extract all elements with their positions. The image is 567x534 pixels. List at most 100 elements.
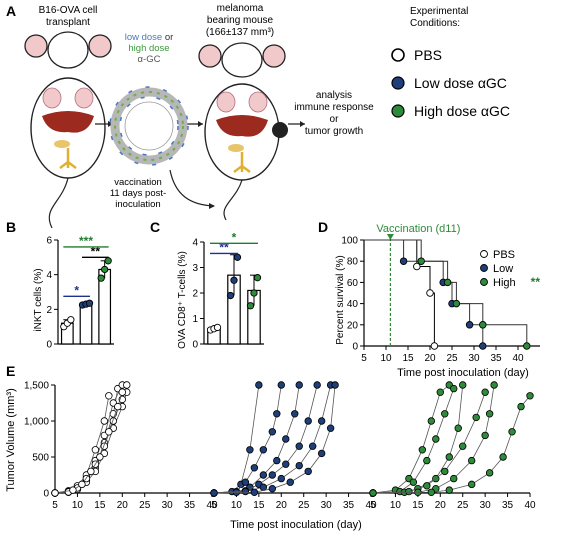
e-point-high	[436, 388, 444, 396]
mouse-2-illustration	[198, 42, 288, 221]
e-point-pbs	[87, 467, 95, 476]
analysis-label-line2: immune response	[294, 102, 374, 113]
e-xtick-label: 40	[365, 500, 377, 511]
c-point-low	[233, 253, 242, 261]
panel-c-chart: 0 1 2 3 4 ***	[192, 230, 264, 351]
b-point-high	[104, 257, 112, 265]
e-curve-high	[372, 388, 455, 494]
e-point-pbs	[78, 480, 86, 489]
c-point-high	[253, 274, 262, 282]
e-point-low	[295, 381, 303, 389]
b-ytick-label: 6	[46, 236, 52, 247]
b-sig-label-1: **	[91, 244, 101, 258]
b-ytick-label: 0	[46, 340, 52, 351]
e-point-high	[441, 410, 449, 418]
e-xtick-label: 40	[206, 500, 218, 511]
b-ytick-label: 2	[46, 305, 52, 316]
panel-d: D Percent survival (%) Time post inocula…	[318, 219, 540, 379]
e-point-low	[308, 442, 317, 450]
legend-label-high: High dose αGC	[414, 103, 510, 119]
arrow-3-head	[300, 121, 305, 127]
vaccination-label-line3: inoculation	[115, 199, 160, 210]
e-point-pbs	[51, 489, 59, 497]
b-sig-label-0: *	[74, 283, 79, 297]
e-point-high	[526, 392, 534, 400]
e-point-low	[250, 464, 259, 472]
e-point-low	[326, 424, 335, 432]
d-point-pbs	[413, 262, 421, 271]
panel-e-ylabel: Tumor Volume (mm³)	[5, 388, 17, 492]
d-xtick-label: 5	[361, 353, 367, 364]
arrow-1-head	[108, 121, 113, 127]
e-point-low	[282, 435, 290, 443]
legend-marker-low	[391, 76, 405, 90]
e-point-high	[405, 487, 413, 496]
e-point-low	[210, 489, 218, 497]
e-xtick-label: 30	[162, 500, 174, 511]
e-xtick-label: 5	[370, 500, 376, 511]
e-point-low	[241, 487, 250, 496]
e-xtick-label: 10	[231, 500, 243, 511]
d-xtick-label: 35	[490, 353, 502, 364]
e-point-pbs	[114, 402, 122, 411]
legend-marker-pbs	[391, 48, 405, 62]
panel-a-letter: A	[6, 3, 16, 19]
legend-label-low: Low dose αGC	[414, 75, 507, 91]
e-xtick-label: 25	[298, 500, 310, 511]
d-xtick-label: 10	[380, 353, 392, 364]
mouse1-label-line1: B16-OVA cell	[39, 5, 98, 16]
d-point-high	[523, 342, 531, 350]
e-point-high	[481, 388, 489, 396]
panel-e-letter: E	[6, 363, 15, 379]
d-xtick-label: 40	[512, 353, 524, 364]
e-point-low	[246, 446, 254, 454]
e-xtick-label: 5	[52, 500, 58, 511]
e-point-low	[273, 410, 281, 418]
c-point-high	[250, 289, 258, 297]
e-point-high	[432, 435, 440, 443]
d-point-high	[452, 299, 461, 308]
e-point-low	[277, 381, 285, 389]
d-ytick-label: 100	[341, 236, 358, 247]
panel-e-xlabel: Time post inoculation (day)	[230, 519, 362, 531]
e-point-low	[286, 478, 294, 486]
mouse-1-illustration	[24, 31, 112, 229]
e-xtick-label: 15	[412, 500, 424, 511]
e-point-pbs	[123, 381, 131, 389]
e-point-high	[472, 413, 480, 422]
d-legend-marker-high	[480, 278, 488, 286]
e-point-low	[268, 471, 277, 479]
e-ytick-label: 0	[43, 489, 49, 500]
d-series-line-pbs	[364, 239, 439, 347]
vaccination-label-line1: vaccination	[114, 177, 162, 188]
vaccination-arrow	[169, 169, 215, 207]
e-xtick-label: 30	[321, 500, 333, 511]
e-point-low	[295, 461, 303, 470]
d-legend-label-low: Low	[493, 263, 513, 275]
b-point-low	[85, 299, 94, 307]
analysis-label-line3: or	[330, 114, 340, 125]
d-point-high	[443, 278, 452, 287]
panel-c: C OVA CD8⁺ T-cells (%) 0 1 2 3 4 ***	[150, 219, 264, 351]
e-point-high	[517, 402, 525, 411]
e-point-high	[454, 424, 462, 432]
e-xtick-label: 10	[390, 500, 402, 511]
e-point-low	[259, 446, 268, 454]
d-point-pbs	[426, 289, 434, 297]
e-point-high	[485, 410, 494, 418]
e-point-pbs	[69, 486, 77, 494]
e-point-high	[450, 474, 458, 483]
panel-b-ylabel: iNKT cells (%)	[33, 268, 44, 331]
e-ytick-label: 500	[32, 453, 49, 464]
d-legend-label-pbs: PBS	[493, 249, 515, 261]
e-point-high	[369, 489, 377, 497]
e-xtick-label: 20	[117, 500, 129, 511]
e-point-high	[459, 381, 467, 389]
e-point-pbs	[118, 388, 126, 396]
d-legend-marker-low	[480, 264, 488, 272]
e-point-high	[409, 478, 418, 486]
e-xtick-label: 15	[253, 500, 265, 511]
dose-label-line1: low dose or	[125, 32, 174, 43]
e-point-low	[250, 488, 259, 496]
